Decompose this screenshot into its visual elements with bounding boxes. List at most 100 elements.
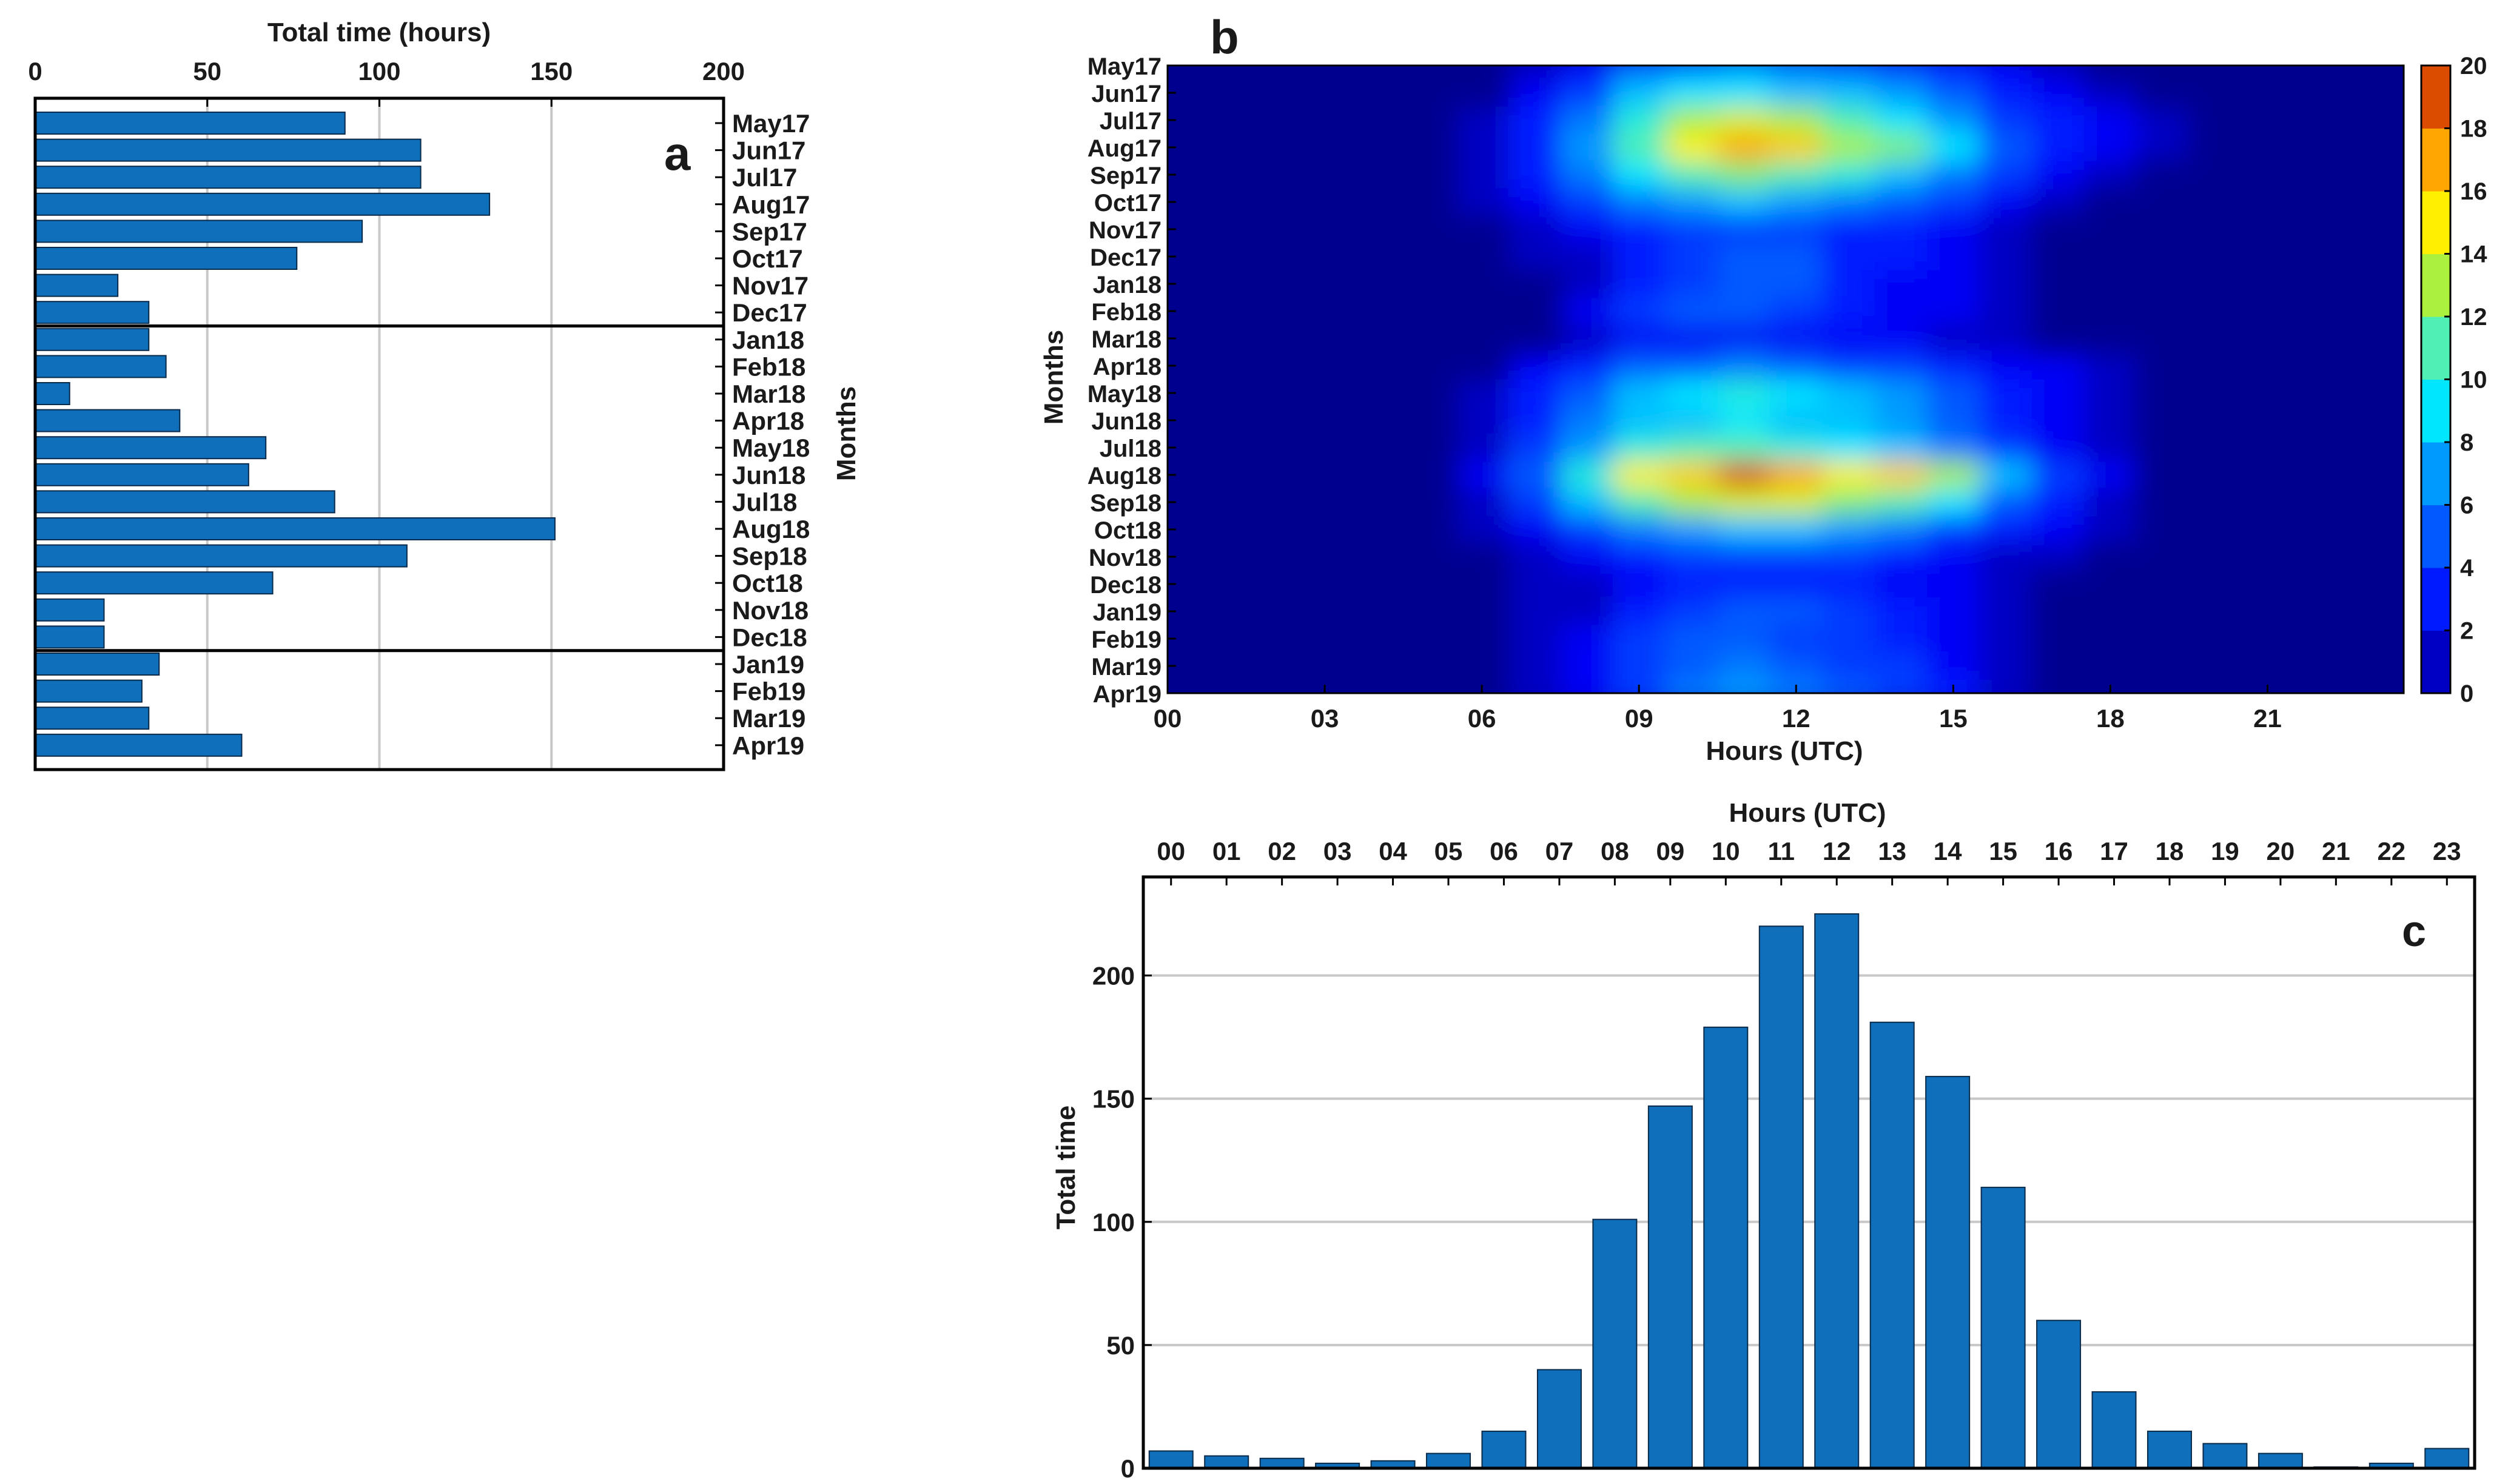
panel-c-y-tick-label: 150 — [1092, 1085, 1135, 1113]
panel-b-cell — [1560, 352, 1614, 380]
panel-b-colorbar-tick-label: 18 — [2460, 116, 2487, 143]
panel-b-cell — [1770, 488, 1823, 517]
panel-b-cell — [1613, 543, 1666, 571]
panel-b-y-tick-label: Sep18 — [1090, 490, 1162, 517]
panel-b-cell — [1613, 106, 1666, 135]
panel-b-y-tick-label: Nov17 — [1089, 217, 1162, 244]
panel-c-x-ticks: 00 01 02 03 04 05 06 07 08 09 10 11 12 13 14 15 16 17 18 19… — [1157, 837, 2461, 885]
panel-b-cell — [1665, 652, 1718, 680]
panel-b-cell — [1770, 215, 1823, 244]
panel-b-cell — [1717, 215, 1771, 244]
panel-a-bar — [35, 625, 105, 649]
panel-b-cell — [2031, 434, 2085, 462]
panel-b-cell — [1665, 570, 1718, 599]
panel-b-cell — [1665, 625, 1718, 653]
panel-b-cell — [1822, 652, 1875, 680]
panel-b-cell — [1560, 297, 1614, 326]
panel-b-cell — [1770, 515, 1823, 544]
panel-b-cell — [1927, 379, 1980, 408]
panel-b-cell — [1927, 597, 1980, 626]
panel-c-bar — [1869, 1021, 1915, 1469]
panel-b-cell — [1508, 570, 1561, 599]
panel-a-y-tick-label: Mar19 — [732, 704, 805, 733]
panel-b-y-tick-label: Feb18 — [1091, 299, 1162, 326]
panel-b-cell — [1979, 188, 2032, 217]
panel-b-colorbar-band — [2421, 253, 2450, 317]
panel-b-cell — [1508, 161, 1561, 189]
panel-b-cell — [1927, 515, 1980, 544]
panel-b-cell — [1874, 133, 1928, 162]
panel-b-cell — [1770, 379, 1823, 408]
panel-b-y-tick-label: Dec18 — [1090, 572, 1162, 599]
panel-b-cell — [1508, 106, 1561, 135]
panel-b-cell — [2031, 161, 2085, 189]
panel-c-x-tick-label: 15 — [1989, 837, 2017, 865]
panel-b-cell — [1874, 79, 1928, 107]
panel-b-cell — [1770, 65, 1823, 80]
panel-c-x-tick-label: 16 — [2045, 837, 2073, 865]
panel-a-y-tick-label: Aug17 — [732, 190, 810, 219]
panel-a-bar — [35, 490, 335, 514]
panel-b-cell — [1927, 297, 1980, 326]
panel-b-cell — [1508, 65, 1561, 80]
panel-a-y-tick-label: Jul18 — [732, 488, 797, 516]
panel-c-x-tick-label: 20 — [2267, 837, 2295, 865]
panel-a-y-tick-label: Sep17 — [732, 217, 807, 246]
panel-b-colorbar-tick-label: 16 — [2460, 178, 2487, 205]
panel-a-y-ticks: May17Jun17Jul17Aug17Sep17Oct17Nov17Dec17… — [715, 109, 810, 760]
panel-c-x-tick-label: 17 — [2100, 837, 2128, 865]
panel-b-cell — [1770, 243, 1823, 271]
panel-b-cell — [1665, 461, 1718, 489]
panel-c-x-tick-label: 08 — [1601, 837, 1629, 865]
panel-b-y-tick-label: Nov18 — [1089, 545, 1162, 571]
panel-b-cell — [1613, 270, 1666, 298]
panel-b-cell — [2031, 79, 2085, 107]
panel-a-bar — [35, 247, 298, 270]
panel-b-cell — [1770, 352, 1823, 380]
panel-b-cell — [2084, 79, 2137, 107]
panel-a-y-tick-label: Aug18 — [732, 515, 810, 543]
panel-b-cell — [1927, 133, 1980, 162]
panel-b-y-tick-label: Apr19 — [1093, 681, 1162, 708]
panel-b-cell — [1717, 625, 1771, 653]
panel-b-cell — [1874, 188, 1928, 217]
panel-b-cell — [1455, 379, 1509, 408]
panel-b-cell — [1717, 488, 1771, 517]
panel-b-cell — [2084, 106, 2137, 135]
panel-b-cell — [1717, 243, 1771, 271]
panel-b-colorbar-band — [2421, 128, 2450, 192]
panel-a-bar — [35, 166, 422, 189]
panel-b-cell — [1508, 488, 1561, 517]
panel-b-cell — [2031, 379, 2085, 408]
panel-b-y-tick-label: Jun17 — [1091, 81, 1162, 107]
panel-b-cell — [1770, 270, 1823, 298]
panel-b-cell — [1717, 652, 1771, 680]
panel-b-cell — [1927, 106, 1980, 135]
panel-a-y-tick-label: Apr18 — [732, 407, 804, 435]
panel-b-y-tick-label: Aug17 — [1088, 135, 1162, 162]
panel-c-x-tick-label: 19 — [2211, 837, 2239, 865]
panel-c-x-tick-label: 13 — [1878, 837, 1906, 865]
panel-b-x-tick-label: 03 — [1311, 704, 1339, 733]
panel-b-cell — [1874, 679, 1928, 693]
panel-c-bar — [2091, 1391, 2137, 1469]
panel-b-colorbar-band — [2421, 630, 2450, 694]
panel-c-x-tick-label: 03 — [1323, 837, 1352, 865]
panel-c-x-tick-label: 22 — [2377, 837, 2405, 865]
panel-a-x-tick-label: 0 — [28, 57, 42, 86]
panel-b-cell — [1665, 65, 1718, 80]
panel-b-cell — [1770, 324, 1823, 353]
panel-b-cell — [1822, 243, 1875, 271]
panel-b-cell — [1665, 406, 1718, 435]
panel-b-cell — [1508, 625, 1561, 653]
panel-a-bar — [35, 327, 150, 351]
panel-b-cell — [1979, 79, 2032, 107]
panel-a-y-tick-label: Nov18 — [732, 596, 809, 625]
panel-b-cell — [1822, 324, 1875, 353]
panel-c-x-tick-label: 06 — [1490, 837, 1518, 865]
panel-b-colorbar-band — [2421, 65, 2450, 129]
panel-b-cell — [2084, 161, 2137, 189]
panel-b-cell — [1717, 543, 1771, 571]
panel-b-cell — [1822, 679, 1875, 693]
